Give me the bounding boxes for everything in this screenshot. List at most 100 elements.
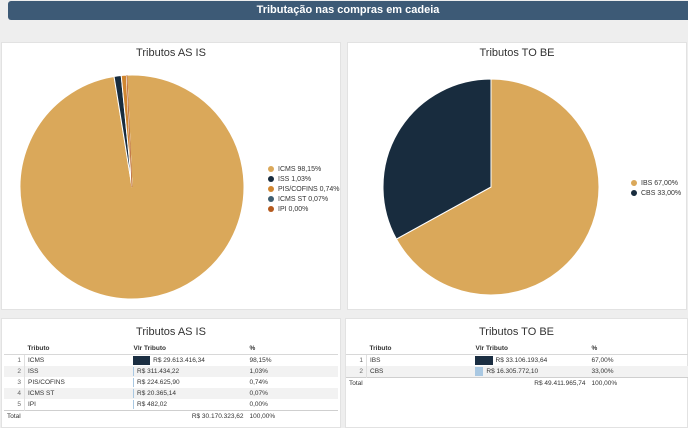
legend-item-icms[interactable]: ICMS 98,15% xyxy=(268,164,339,174)
pie-tobe-chart xyxy=(382,78,600,296)
pie-asis-legend: ICMS 98,15% ISS 1,03% PIS/COFINS 0,74% ICMS… xyxy=(268,164,339,214)
table-tobe-title: Tributos TO BE xyxy=(479,326,554,338)
legend-label: PIS/COFINS 0,74% xyxy=(278,185,340,193)
cell-valor-text: R$ 33.106.193,64 xyxy=(495,357,548,364)
table-row[interactable]: 5 IPI R$ 482,02 0,00% xyxy=(4,399,338,411)
cell-valor-text: R$ 29.613.416,34 xyxy=(153,357,205,364)
col-header-tributo[interactable]: Tributo xyxy=(24,343,131,355)
table-asis: Tributo Vlr Tributo % 1 ICMS R$ 29.613.416… xyxy=(4,343,338,422)
page-title: Tributação nas compras em cadeia xyxy=(256,4,440,16)
cell-tributo: ICMS xyxy=(28,357,45,364)
cell-valor: R$ 29.613.416,34 xyxy=(131,355,247,367)
col-header-pct[interactable]: % xyxy=(588,343,688,355)
table-tobe: Tributo Vlr Tributo % 1 IBS R$ 33.106.193,… xyxy=(346,343,688,389)
pie-asis-chart xyxy=(19,74,245,300)
data-bar xyxy=(132,356,151,365)
total-label: Total xyxy=(4,410,131,422)
legend-label: ISS 1,03% xyxy=(278,175,312,183)
cell-pct: 1,03% xyxy=(246,366,338,377)
table-row[interactable]: 1 IBS R$ 33.106.193,64 67,00% xyxy=(346,354,688,367)
cell-pct: 0,74% xyxy=(249,379,268,386)
legend-swatch xyxy=(268,176,274,182)
panel-table-tobe: Tributos TO BE Tributo Vlr Tributo % 1 IB… xyxy=(345,318,688,428)
total-valor: R$ 30.170.323,62 xyxy=(130,410,247,422)
table-row[interactable]: 1 ICMS R$ 29.613.416,34 98,15% xyxy=(4,354,338,367)
cell-valor: R$ 311.434,22 xyxy=(130,366,247,377)
pie-slice-icms[interactable] xyxy=(19,74,245,300)
legend-label: IBS 67,00% xyxy=(641,179,678,187)
row-number: 4 xyxy=(4,388,25,399)
table-row[interactable]: 4 ICMS ST R$ 20.365,14 0,07% xyxy=(4,388,338,399)
total-label: Total xyxy=(346,377,473,389)
cell-valor: R$ 16.305.772,10 xyxy=(472,366,589,378)
legend-item-pis-cofins[interactable]: PIS/COFINS 0,74% xyxy=(268,184,339,194)
pie-tobe-title: Tributos TO BE xyxy=(479,47,555,59)
row-number: 5 xyxy=(4,399,25,411)
cell-tributo: IPI xyxy=(28,401,36,408)
total-pct: 100,00% xyxy=(588,377,688,389)
pie-slice-cbs[interactable] xyxy=(382,78,492,240)
cell-valor-text: R$ 311.434,22 xyxy=(137,368,180,375)
legend-label: ICMS 98,15% xyxy=(278,165,322,173)
cell-valor-text: R$ 20.365,14 xyxy=(137,390,177,397)
legend-item-ibs[interactable]: IBS 67,00% xyxy=(631,178,681,188)
page-header: Tributação nas compras em cadeia xyxy=(8,1,688,20)
cell-tributo: ICMS ST xyxy=(24,388,131,399)
table-asis-title: Tributos AS IS xyxy=(136,326,206,338)
cell-valor: R$ 33.106.193,64 xyxy=(473,355,589,367)
data-bar xyxy=(474,356,493,365)
legend-swatch xyxy=(268,206,274,212)
data-bar xyxy=(132,389,134,398)
cell-pct: 33,00% xyxy=(588,366,688,378)
cell-tributo: ISS xyxy=(24,366,131,377)
cell-tributo: CBS xyxy=(366,366,473,378)
legend-label: IPI 0,00% xyxy=(278,205,309,213)
cell-tributo: PIS/COFINS xyxy=(28,379,65,386)
cell-valor: R$ 20.365,14 xyxy=(130,388,247,399)
data-bar xyxy=(132,367,134,376)
panel-pie-tobe: Tributos TO BE IBS 67,00% CBS 33,00% xyxy=(347,42,687,310)
cell-valor-text: R$ 224.625,90 xyxy=(137,379,180,386)
legend-item-ipi[interactable]: IPI 0,00% xyxy=(268,204,339,214)
row-number: 2 xyxy=(4,366,25,377)
total-valor: R$ 49.411.965,74 xyxy=(472,377,589,389)
total-pct: 100,00% xyxy=(246,410,338,422)
legend-swatch xyxy=(268,186,274,192)
col-header-valor[interactable]: Vlr Tributo xyxy=(130,343,247,355)
row-number: 1 xyxy=(4,354,25,366)
cell-pct: 98,15% xyxy=(249,357,272,364)
legend-swatch xyxy=(631,190,637,196)
row-number: 3 xyxy=(4,377,25,388)
cell-valor-text: R$ 482,02 xyxy=(137,401,167,408)
legend-label: ICMS ST 0,07% xyxy=(278,195,329,203)
legend-swatch xyxy=(268,166,274,172)
table-row[interactable]: 2 CBS R$ 16.305.772,10 33,00% xyxy=(346,366,688,378)
legend-label: CBS 33,00% xyxy=(641,189,682,197)
legend-item-cbs[interactable]: CBS 33,00% xyxy=(631,188,681,198)
cell-valor: R$ 482,02 xyxy=(131,399,247,411)
col-header-pct[interactable]: % xyxy=(246,343,338,355)
table-row[interactable]: 2 ISS R$ 311.434,22 1,03% xyxy=(4,366,338,377)
col-header-tributo[interactable]: Tributo xyxy=(366,343,473,355)
row-number: 1 xyxy=(346,354,367,366)
data-bar xyxy=(132,378,134,387)
pie-asis-title: Tributos AS IS xyxy=(136,47,206,59)
col-header-valor[interactable]: Vlr Tributo xyxy=(472,343,589,355)
table-total-row: Total R$ 30.170.323,62 100,00% xyxy=(4,410,338,422)
panel-pie-asis: Tributos AS IS ICMS 98,15% ISS 1,03% PIS/C… xyxy=(1,42,341,310)
table-total-row: Total R$ 49.411.965,74 100,00% xyxy=(346,377,688,389)
pie-slice-ibs[interactable] xyxy=(395,78,600,296)
legend-item-icms-st[interactable]: ICMS ST 0,07% xyxy=(268,194,339,204)
cell-pct: 0,07% xyxy=(246,388,338,399)
legend-item-iss[interactable]: ISS 1,03% xyxy=(268,174,339,184)
cell-pct: 67,00% xyxy=(591,357,614,364)
panel-table-asis: Tributos AS IS Tributo Vlr Tributo % 1 IC… xyxy=(1,318,341,428)
pie-slice-ipi[interactable] xyxy=(126,75,133,188)
cell-valor: R$ 224.625,90 xyxy=(131,377,247,388)
legend-swatch xyxy=(631,180,637,186)
cell-valor-text: R$ 16.305.772,10 xyxy=(486,368,539,375)
legend-swatch xyxy=(268,196,274,202)
data-bar xyxy=(474,367,484,376)
table-row[interactable]: 3 PIS/COFINS R$ 224.625,90 0,74% xyxy=(4,377,338,388)
cell-pct: 0,00% xyxy=(249,401,268,408)
